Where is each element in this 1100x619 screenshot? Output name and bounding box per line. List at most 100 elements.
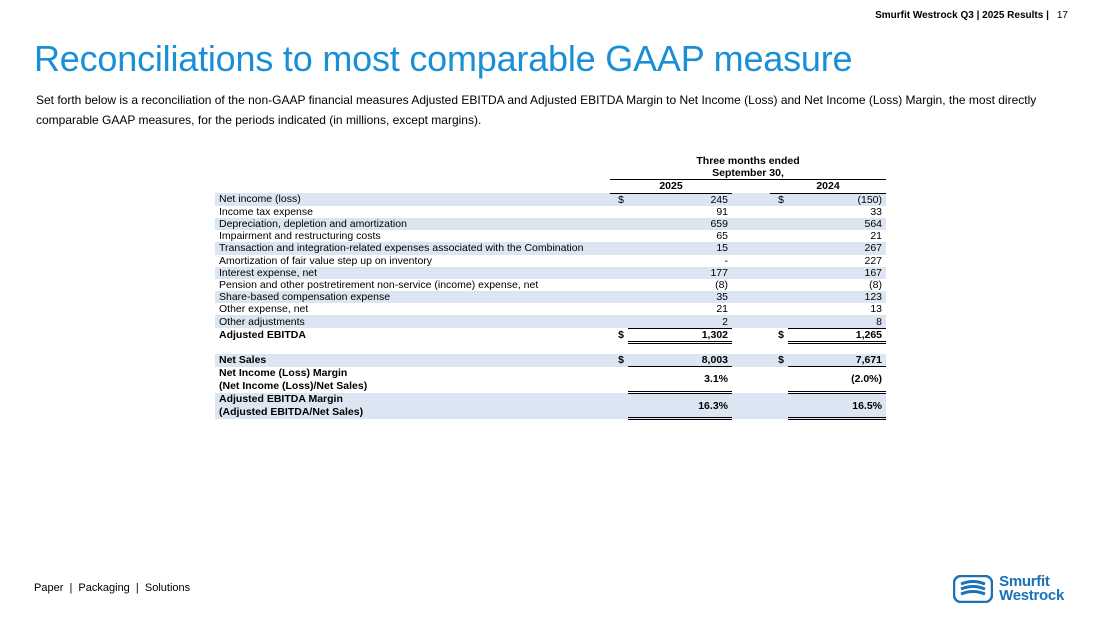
spacer	[732, 266, 770, 279]
row-label: Transaction and integration-related expe…	[215, 242, 610, 255]
row-label: Other adjustments	[215, 315, 610, 329]
value-2025: 245	[628, 193, 732, 206]
spacer	[732, 392, 770, 419]
spacer	[732, 353, 770, 367]
row-label-line2: (Net Income (Loss)/Net Sales)	[219, 379, 368, 392]
page-number: 17	[1056, 10, 1068, 21]
row-label: Other expense, net	[219, 303, 309, 316]
spacer	[215, 342, 886, 354]
table-row: Other expense, net 21 13	[215, 303, 886, 315]
spacer	[732, 230, 770, 242]
table-row: Income tax expense 91 33	[215, 206, 886, 218]
footer-tagline: Paper | Packaging | Solutions	[34, 582, 191, 594]
row-label: Share-based compensation expense	[215, 291, 610, 304]
row-label: Adjusted EBITDA	[219, 329, 306, 342]
value-2024: (2.0%)	[788, 366, 887, 394]
value-2024: 8	[788, 315, 887, 329]
table-row: Pension and other postretirement non-ser…	[215, 279, 886, 291]
value-2025: (8)	[715, 278, 728, 291]
table-row: Interest expense, net 177 167	[215, 266, 887, 279]
value-2025: 659	[628, 217, 732, 231]
spacer	[732, 291, 770, 304]
currency-2025	[610, 217, 628, 231]
currency-2024	[770, 367, 788, 393]
value-2025: 8,003	[628, 353, 732, 367]
value-2025: 177	[628, 266, 732, 279]
table-row: Net income (loss) $245 $ (150)	[215, 193, 887, 206]
value-2024: 16.5%	[788, 392, 887, 420]
value-2025: 35	[628, 291, 732, 304]
table-row: Transaction and integration-related expe…	[215, 242, 887, 255]
value-2025: -	[724, 254, 729, 267]
currency-2024	[770, 291, 788, 304]
row-label: Net Sales	[215, 353, 610, 367]
value-2024: (150)	[788, 193, 887, 206]
currency-2025	[610, 242, 628, 255]
col-header-2024: 2024	[770, 179, 887, 194]
row-label: Income tax expense	[219, 205, 313, 218]
row-label: Pension and other postretirement non-ser…	[219, 278, 539, 291]
row-label-line1: Adjusted EBITDA Margin	[219, 392, 343, 405]
row-label: Depreciation, depletion and amortization	[215, 217, 610, 231]
value-2024: 13	[870, 303, 883, 316]
value-2025: 91	[716, 205, 728, 218]
currency-2025	[610, 230, 628, 242]
period-line1: Three months ended	[696, 155, 800, 168]
currency-2024	[770, 315, 788, 329]
value-2025: 2	[628, 315, 732, 329]
company-logo: Smurfit Westrock	[953, 573, 1064, 603]
period-line2: September 30,	[610, 167, 887, 181]
spacer	[732, 279, 770, 291]
row-label-line1: Net Income (Loss) Margin	[219, 366, 348, 379]
currency-2025: $	[610, 353, 628, 367]
currency-2024	[770, 266, 788, 279]
row-label: Interest expense, net	[215, 266, 610, 279]
currency-2025: $	[618, 329, 624, 342]
reconciliation-table: Three months ended September 30, 2025 202…	[215, 155, 887, 420]
currency-2025	[610, 291, 628, 304]
row-label: Amortization of fair value step up on in…	[219, 254, 433, 267]
table-row: Adjusted EBITDA $1,302 $1,265	[215, 328, 887, 344]
spacer	[732, 328, 770, 342]
currency-2025	[610, 367, 628, 393]
currency-2025	[610, 315, 628, 329]
spacer	[732, 217, 770, 231]
value-2024: 227	[864, 254, 883, 267]
table-row: Net Sales $8,003 $7,671	[215, 353, 887, 367]
currency-2024	[770, 255, 788, 267]
currency-2025: $	[610, 193, 628, 206]
currency-2024	[770, 303, 788, 315]
value-2024: 1,265	[788, 328, 887, 344]
spacer	[732, 303, 770, 315]
spacer	[732, 367, 770, 393]
currency-2024: $	[770, 193, 788, 206]
value-2025: 16.3%	[628, 392, 732, 420]
table-row: Other adjustments 2 8	[215, 315, 887, 329]
value-2024: (8)	[869, 278, 883, 291]
spacer	[732, 242, 770, 255]
table-row: Adjusted EBITDA Margin (Adjusted EBITDA/N…	[215, 392, 887, 420]
spacer	[732, 206, 770, 218]
logo-line1: Smurfit	[999, 573, 1050, 590]
value-2024: 123	[788, 291, 887, 304]
spacer	[732, 193, 770, 206]
col-header-2025: 2025	[610, 179, 732, 194]
row-label: Adjusted EBITDA Margin (Adjusted EBITDA/N…	[215, 392, 610, 419]
value-2024: 7,671	[788, 353, 887, 367]
row-label: Net income (loss)	[215, 193, 610, 206]
value-2024: 564	[788, 217, 887, 231]
currency-2024: $	[778, 329, 784, 342]
value-2024: 21	[870, 230, 883, 243]
currency-2025	[610, 266, 628, 279]
logo-mark-icon	[953, 575, 994, 603]
value-2024: 33	[870, 205, 883, 218]
table-row: Depreciation, depletion and amortization…	[215, 217, 887, 231]
currency-2025	[610, 279, 628, 291]
value-2025: 3.1%	[628, 366, 732, 394]
spacer-row	[215, 342, 886, 354]
value-2025: 65	[716, 230, 728, 243]
spacer	[732, 255, 770, 267]
currency-2024	[770, 217, 788, 231]
header-label: Smurfit Westrock Q3 | 2025 Results |	[875, 10, 1049, 21]
currency-2025	[610, 255, 628, 267]
